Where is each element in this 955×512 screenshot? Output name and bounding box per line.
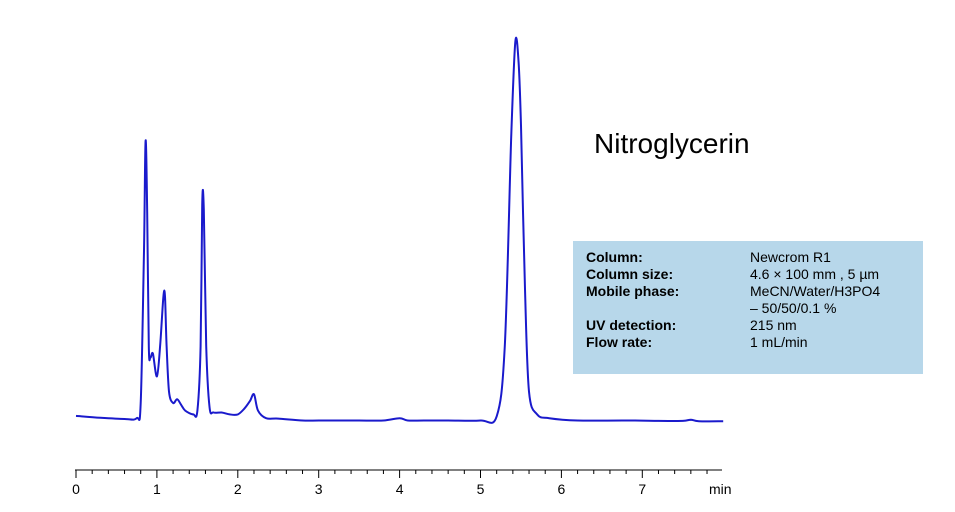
condition-row-column-size: Column size: 4.6 × 100 mm , 5 µm bbox=[586, 266, 923, 283]
condition-value: MeCN/Water/H3PO4 bbox=[750, 283, 881, 299]
condition-row-uv-detection: UV detection: 215 nm bbox=[586, 317, 923, 334]
chromatogram-trace-0 bbox=[75, 36, 724, 424]
condition-value: – 50/50/0.1 % bbox=[750, 300, 837, 316]
chart-title: Nitroglycerin bbox=[594, 128, 750, 159]
x-tick-label: 1 bbox=[153, 481, 161, 497]
x-tick-label: 0 bbox=[72, 481, 80, 497]
condition-value: 4.6 × 100 mm , 5 µm bbox=[750, 266, 880, 282]
x-axis-unit-label: min bbox=[709, 481, 732, 497]
condition-row-flow-rate: Flow rate: 1 mL/min bbox=[586, 334, 923, 351]
condition-value: Newcrom R1 bbox=[750, 249, 831, 265]
x-tick-label: 2 bbox=[234, 481, 242, 497]
condition-key: Column size: bbox=[586, 266, 674, 282]
condition-key: Flow rate: bbox=[586, 334, 653, 350]
condition-key bbox=[586, 300, 750, 317]
x-axis-tick-labels: 0 1 2 3 4 5 6 7 bbox=[72, 481, 646, 497]
condition-row-mobile-phase: Mobile phase: MeCN/Water/H3PO4 bbox=[586, 283, 923, 300]
x-tick-label: 3 bbox=[315, 481, 323, 497]
condition-key: UV detection: bbox=[586, 317, 677, 333]
condition-row-column: Column: Newcrom R1 bbox=[586, 249, 923, 266]
condition-key: Mobile phase: bbox=[586, 283, 680, 299]
condition-value: 215 nm bbox=[750, 317, 797, 333]
conditions-box: Column: Newcrom R1 Column size: 4.6 × 10… bbox=[573, 241, 923, 374]
x-axis-ticks bbox=[75, 470, 708, 478]
condition-value: 1 mL/min bbox=[750, 334, 808, 350]
x-tick-label: 6 bbox=[558, 481, 566, 497]
series-group bbox=[75, 36, 724, 424]
x-tick-label: 5 bbox=[477, 481, 485, 497]
condition-row-mobile-phase-ratio: – 50/50/0.1 % bbox=[586, 300, 923, 317]
x-tick-label: 4 bbox=[396, 481, 404, 497]
condition-key: Column: bbox=[586, 249, 643, 265]
x-tick-label: 7 bbox=[638, 481, 646, 497]
